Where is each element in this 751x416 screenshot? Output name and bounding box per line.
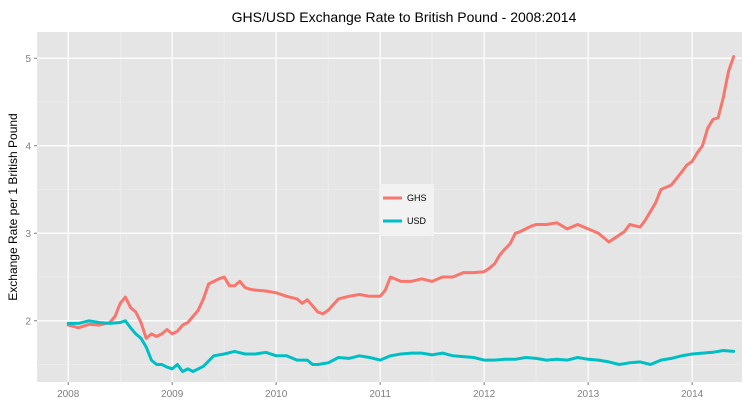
legend-label-ghs: GHS <box>407 193 427 203</box>
x-tick-label: 2012 <box>473 389 496 400</box>
series-layer <box>66 55 736 373</box>
x-tick-label: 2011 <box>369 389 391 400</box>
chart-title: GHS/USD Exchange Rate to British Pound -… <box>232 9 577 25</box>
x-tick-label: 2008 <box>57 389 80 400</box>
series-line-usd <box>66 319 736 373</box>
x-axis: 2008 2009 2010 2011 2012 2013 2014 <box>57 382 704 400</box>
y-tick-label: 5 <box>25 54 31 65</box>
y-axis-label: Exchange Rate per 1 British Pound <box>6 113 20 300</box>
legend: GHS USD <box>379 184 434 236</box>
x-tick-label: 2009 <box>161 389 184 400</box>
y-tick-label: 3 <box>25 229 31 240</box>
x-tick-label: 2013 <box>577 389 600 400</box>
x-tick-label: 2010 <box>265 389 288 400</box>
x-tick-label: 2014 <box>681 389 704 400</box>
series-line-ghs <box>66 55 736 340</box>
y-tick-label: 2 <box>25 316 31 327</box>
legend-background <box>379 184 434 236</box>
y-tick-label: 4 <box>25 141 31 152</box>
legend-label-usd: USD <box>407 216 427 226</box>
y-axis: 2 3 4 5 <box>25 54 37 327</box>
